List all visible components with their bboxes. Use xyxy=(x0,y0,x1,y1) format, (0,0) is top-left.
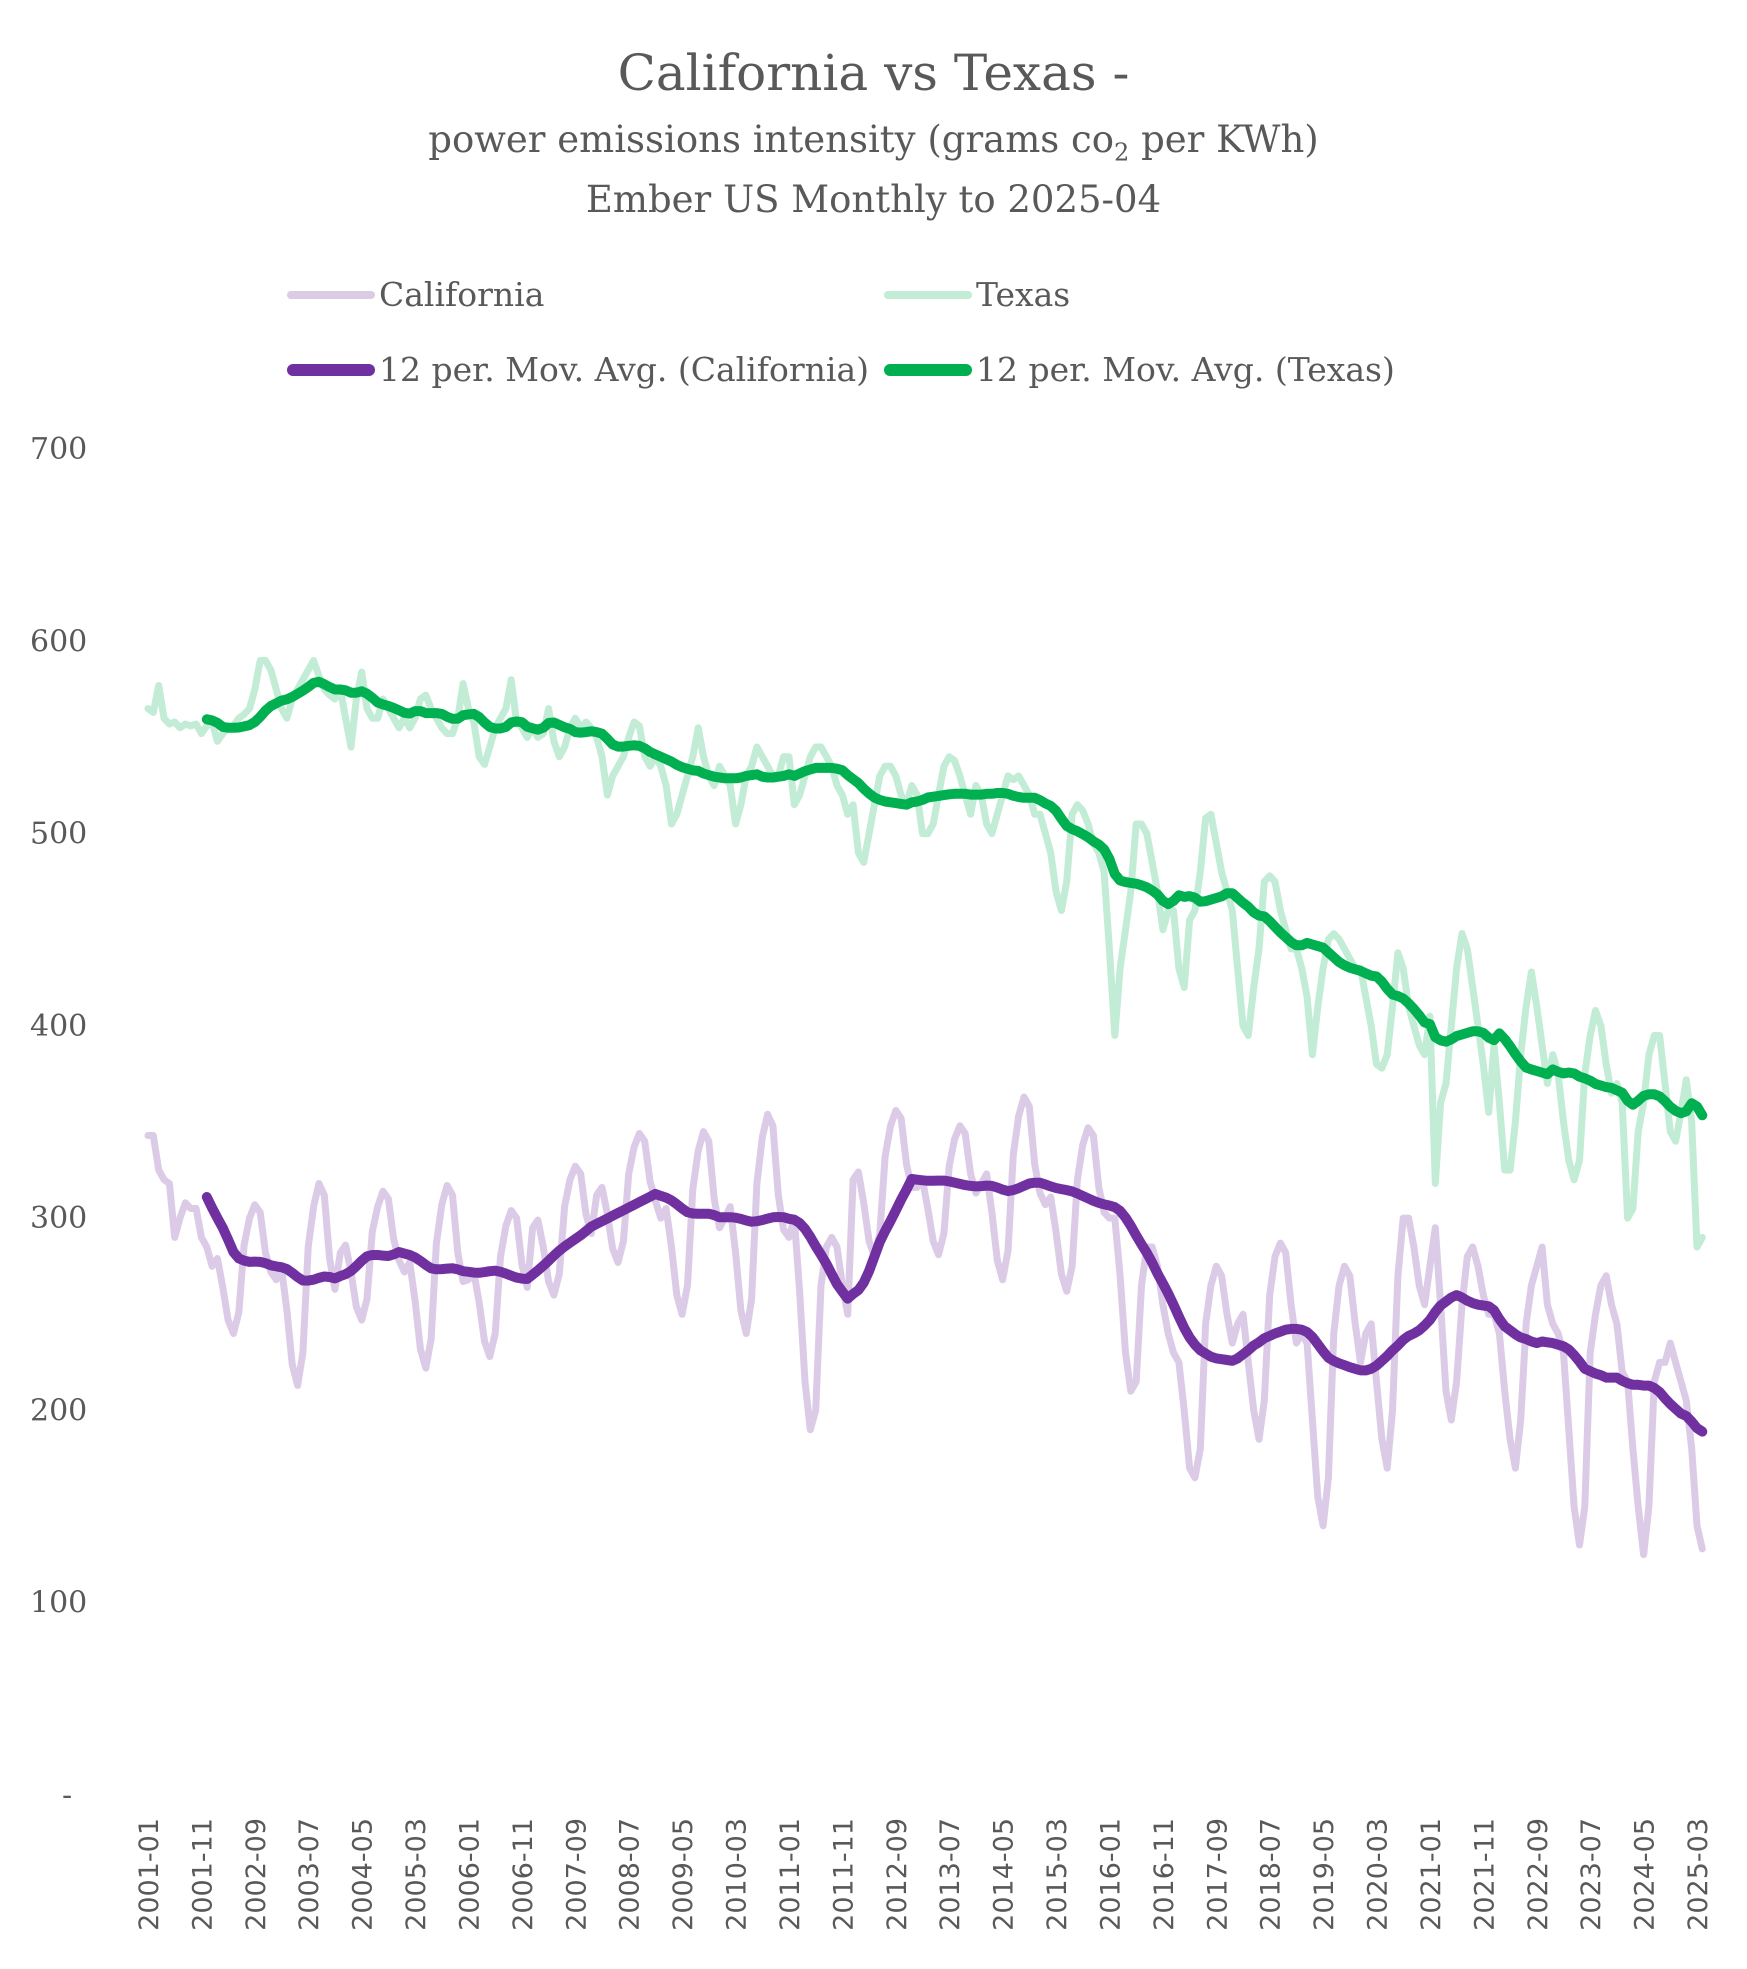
legend-label: 12 per. Mov. Avg. (Texas) xyxy=(976,350,1395,389)
x-tick-label: 2013-07 xyxy=(935,1818,966,1931)
y-tick-label: 600 xyxy=(30,624,87,659)
chart-subtitle: power emissions intensity (grams co2 per… xyxy=(0,118,1747,166)
legend-swatch xyxy=(884,290,972,299)
x-tick-label: 2015-03 xyxy=(1042,1818,1073,1931)
x-tick-label: 2011-11 xyxy=(828,1818,859,1931)
y-tick-label: 400 xyxy=(30,1009,87,1044)
x-tick-label: 2002-09 xyxy=(241,1818,272,1931)
x-tick-label: 2024-05 xyxy=(1630,1818,1661,1931)
x-tick-label: 2007-09 xyxy=(561,1818,592,1931)
x-tick-label: 2003-07 xyxy=(294,1818,325,1931)
x-tick-label: 2018-07 xyxy=(1256,1818,1287,1931)
legend-swatch xyxy=(884,363,972,376)
x-tick-label: 2010-03 xyxy=(722,1818,753,1931)
x-tick-label: 2001-11 xyxy=(187,1818,218,1931)
subtitle-text: power emissions intensity (grams co xyxy=(428,118,1115,161)
x-tick-label: 2014-05 xyxy=(989,1818,1020,1931)
x-tick-label: 2023-07 xyxy=(1576,1818,1607,1931)
x-tick-label: 2006-01 xyxy=(454,1818,485,1931)
x-tick-label: 2009-05 xyxy=(668,1818,699,1931)
legend-swatch xyxy=(287,290,375,299)
legend-label: California xyxy=(379,275,545,314)
x-tick-label: 2016-01 xyxy=(1095,1818,1126,1931)
legend-swatch xyxy=(287,363,375,376)
legend-item-california-moving-average: 12 per. Mov. Avg. (California) xyxy=(287,350,869,389)
x-tick-label: 2001-01 xyxy=(134,1818,165,1931)
moving-average-line-texas xyxy=(201,676,1708,1121)
legend-label: Texas xyxy=(976,275,1071,314)
subtitle-subscript: 2 xyxy=(1114,138,1130,167)
series-line-california xyxy=(144,1093,1706,1559)
x-tick-label: 2011-01 xyxy=(775,1818,806,1931)
legend-label: 12 per. Mov. Avg. (California) xyxy=(379,350,869,389)
moving-average-line-california xyxy=(201,1174,1708,1437)
x-tick-label: 2016-11 xyxy=(1149,1818,1180,1931)
x-tick-label: 2004-05 xyxy=(348,1818,379,1931)
x-tick-label: 2019-05 xyxy=(1309,1818,1340,1931)
x-tick-label: 2021-11 xyxy=(1469,1818,1500,1931)
x-tick-label: 2005-03 xyxy=(401,1818,432,1931)
legend-item-texas: Texas xyxy=(884,275,1070,314)
x-tick-label: 2017-09 xyxy=(1202,1818,1233,1931)
x-tick-label: 2022-09 xyxy=(1523,1818,1554,1931)
y-tick-label: - xyxy=(62,1778,72,1813)
y-tick-label: 300 xyxy=(30,1201,87,1236)
x-tick-label: 2006-11 xyxy=(508,1818,539,1931)
x-tick-label: 2012-09 xyxy=(882,1818,913,1931)
y-tick-label: 500 xyxy=(30,817,87,852)
x-tick-label: 2008-07 xyxy=(615,1818,646,1931)
y-tick-label: 200 xyxy=(30,1393,87,1428)
subtitle-text-end: per KWh) xyxy=(1129,118,1319,161)
x-tick-label: 2020-03 xyxy=(1363,1818,1394,1931)
chart-subtitle-source: Ember US Monthly to 2025-04 xyxy=(585,178,1162,221)
y-tick-label: 700 xyxy=(30,432,87,467)
y-tick-label: 100 xyxy=(30,1586,87,1621)
chart-title: California vs Texas - xyxy=(617,44,1130,102)
legend-item-texas-moving-average: 12 per. Mov. Avg. (Texas) xyxy=(884,350,1395,389)
x-tick-label: 2021-01 xyxy=(1416,1818,1447,1931)
series-line-texas xyxy=(144,657,1706,1251)
legend-item-california: California xyxy=(287,275,544,314)
x-tick-label: 2025-03 xyxy=(1683,1818,1714,1931)
